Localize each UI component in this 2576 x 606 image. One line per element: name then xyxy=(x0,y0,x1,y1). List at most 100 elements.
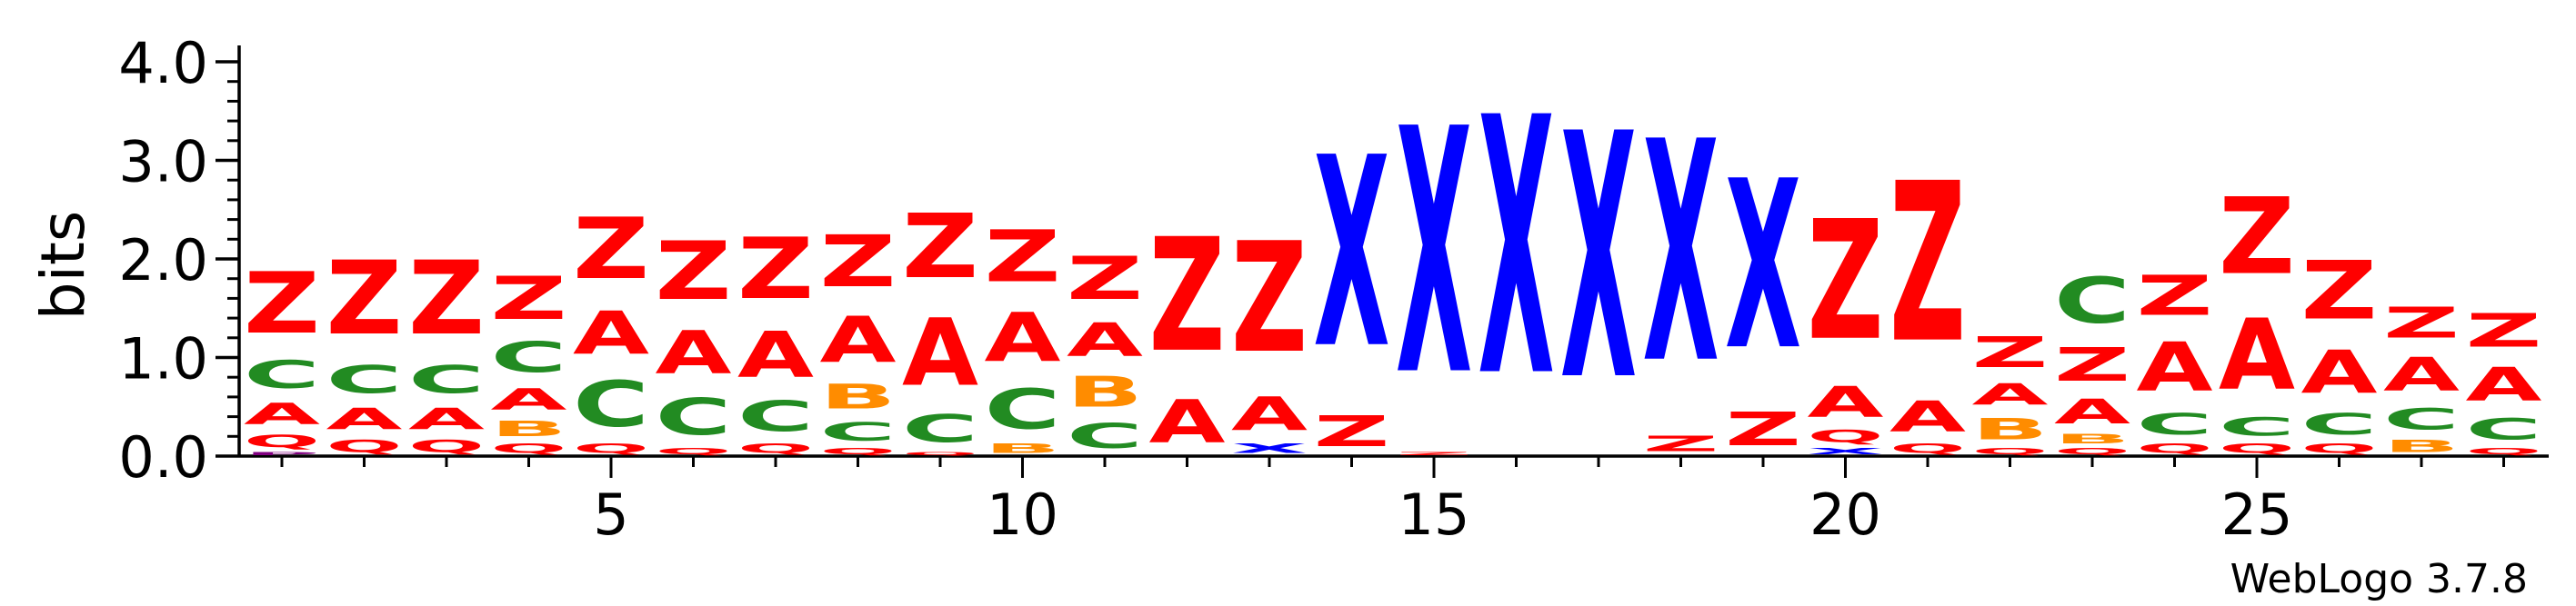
logo-letter: X xyxy=(1808,446,1884,456)
logo-letter: Q xyxy=(902,452,978,456)
x-tick-label: 20 xyxy=(1809,482,1881,548)
logo-letter: Q xyxy=(737,442,814,456)
logo-stacks: PQACZQACZQACZQBACZQCAZQCAZQCAZQCBAZQCAZB… xyxy=(244,45,2542,456)
logo-column: X xyxy=(1560,64,1637,455)
logo-letter: Z xyxy=(820,221,897,303)
logo-letter: X xyxy=(1396,58,1472,450)
logo-letter: P xyxy=(244,452,320,456)
y-tick-label: 0.0 xyxy=(118,424,208,491)
logo-letter: Z xyxy=(573,200,649,298)
logo-letter: C xyxy=(2219,412,2295,441)
logo-letter: Q xyxy=(244,432,320,452)
logo-letter: Z xyxy=(408,240,485,357)
logo-letter: C xyxy=(408,358,485,402)
logo-letter: Z xyxy=(1314,407,1390,456)
weblogo-credit: WebLogo 3.7.8 xyxy=(2230,556,2528,602)
logo-letter: Z xyxy=(1972,328,2049,377)
logo-letter: C xyxy=(244,353,320,397)
logo-letter: Q xyxy=(2466,446,2542,456)
logo-letter: X xyxy=(1478,45,1555,455)
logo-letter: C xyxy=(573,368,649,442)
logo-column: ZX xyxy=(1314,103,1390,456)
logo-column: XAZ xyxy=(1231,210,1308,456)
logo-letter: B xyxy=(491,417,567,442)
logo-letter: A xyxy=(902,298,978,406)
logo-column: X xyxy=(1478,45,1555,455)
logo-letter: Z xyxy=(2219,176,2295,299)
logo-letter: A xyxy=(1889,392,1967,442)
logo-letter: Z xyxy=(2301,244,2378,338)
logo-letter: Z xyxy=(1808,185,1884,377)
logo-letter: Q xyxy=(491,442,567,456)
logo-letter: Z xyxy=(985,215,1061,298)
logo-letter: C xyxy=(656,387,732,446)
logo-letter: Z xyxy=(2466,304,2542,358)
logo-letter: A xyxy=(1149,388,1226,457)
logo-letter: Q xyxy=(326,436,403,456)
logo-letter: A xyxy=(737,319,815,392)
logo-letter: Z xyxy=(1231,210,1308,386)
logo-letter: Q xyxy=(656,446,732,456)
logo-letter: X xyxy=(1725,133,1801,402)
y-tick-label: 4.0 xyxy=(118,30,208,96)
logo-letter: A xyxy=(2383,348,2460,402)
logo-letter: C xyxy=(1067,417,1143,456)
logo-letter: C xyxy=(985,377,1061,442)
logo-column: ZX xyxy=(1725,133,1801,457)
logo-letter: Z xyxy=(326,240,403,357)
logo-letter: B xyxy=(985,442,1061,456)
logo-letter: A xyxy=(1972,377,2049,412)
logo-letter: Q xyxy=(820,446,897,456)
logo-letter: A xyxy=(244,397,320,432)
y-tick-label: 2.0 xyxy=(118,227,208,293)
logo-letter: A xyxy=(326,402,403,437)
logo-letter: C xyxy=(2137,407,2213,442)
logo-letter: Z xyxy=(1149,204,1226,386)
logo-letter: Q xyxy=(2219,442,2295,456)
x-tick-label: 15 xyxy=(1398,482,1470,548)
logo-letter: Z xyxy=(244,254,320,353)
logo-letter: Z xyxy=(1643,432,1719,456)
y-tick-label: 1.0 xyxy=(118,326,208,392)
logo-letter: X xyxy=(1231,442,1308,456)
logo-column: ZX xyxy=(1396,58,1472,456)
logo-column: ZX xyxy=(1643,78,1719,456)
logo-letter: A xyxy=(656,319,732,388)
logo-letter: A xyxy=(1067,313,1143,368)
logo-letter: Z xyxy=(737,220,814,318)
logo-letter: Z xyxy=(2054,339,2130,392)
logo-letter: A xyxy=(985,299,1061,377)
logo-letter: A xyxy=(2054,392,2130,432)
logo-letter: Z xyxy=(2137,263,2213,328)
logo-letter: B xyxy=(1067,368,1143,417)
logo-letter: A xyxy=(491,382,567,417)
logo-letter: B xyxy=(2383,436,2460,456)
logo-letter: B xyxy=(820,378,897,417)
logo-letter: A xyxy=(2466,357,2542,412)
logo-letter: Z xyxy=(491,264,567,333)
logo-letter: X xyxy=(1643,78,1719,432)
y-axis: 0.0 1.0 2.0 3.0 4.0 bits xyxy=(28,30,241,491)
logo-letter: Q xyxy=(1972,446,2049,456)
logo-letter: X xyxy=(1560,64,1637,455)
logo-letter: Z xyxy=(1396,452,1472,456)
logo-letter: A xyxy=(1231,387,1308,442)
logo-letter: C xyxy=(902,407,978,451)
logo-letter: Z xyxy=(1067,245,1143,313)
logo-letter: C xyxy=(2054,264,2130,338)
logo-letter: A xyxy=(820,303,897,377)
x-tick-label: 10 xyxy=(987,482,1058,548)
logo-letter: A xyxy=(1808,378,1885,427)
